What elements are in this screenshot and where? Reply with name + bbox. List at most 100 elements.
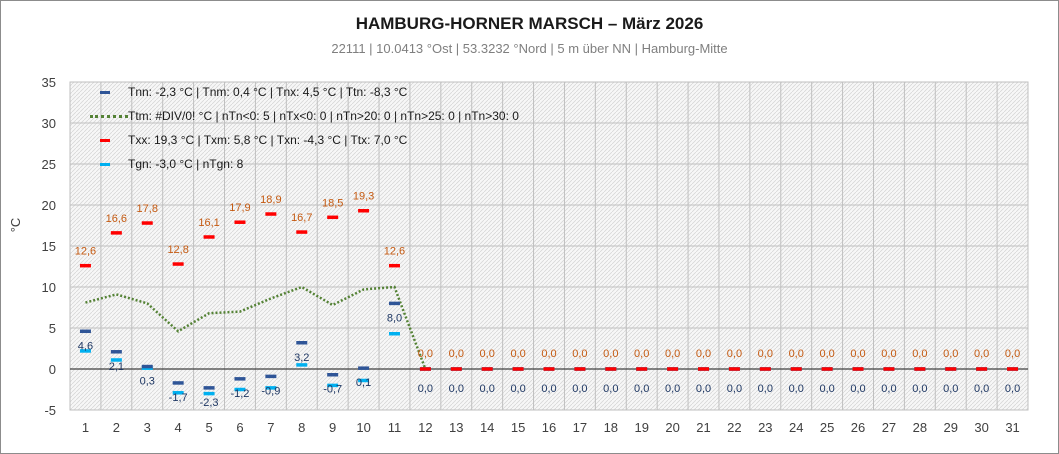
label-max: 0,0 — [449, 348, 464, 360]
y-tick-label: 25 — [42, 157, 56, 172]
label-min: 0,0 — [943, 383, 958, 395]
label-max: 0,0 — [819, 348, 834, 360]
legend-key-tg — [100, 163, 110, 166]
x-tick-label: 7 — [267, 420, 274, 435]
x-tick-label: 16 — [542, 420, 556, 435]
label-max: 0,0 — [572, 348, 587, 360]
x-tick-label: 31 — [1005, 420, 1019, 435]
label-max: 0,0 — [418, 348, 433, 360]
label-min: -0,7 — [323, 384, 342, 396]
label-min: 0,0 — [727, 383, 742, 395]
label-min: 0,0 — [881, 383, 896, 395]
x-tick-label: 10 — [356, 420, 370, 435]
legend-key-tm — [90, 115, 128, 118]
chart-title: HAMBURG-HORNER MARSCH – März 2026 — [355, 14, 704, 33]
x-tick-label: 19 — [634, 420, 648, 435]
label-max: 17,9 — [229, 202, 250, 214]
label-max: 0,0 — [480, 348, 495, 360]
y-axis: -5 0 5 10 15 20 25 30 35 — [42, 75, 56, 418]
legend-text-tx: Txx: 19,3 °C | Txm: 5,8 °C | Txn: -4,3 °… — [128, 133, 408, 147]
x-tick-label: 6 — [236, 420, 243, 435]
label-min: 2,1 — [109, 361, 124, 373]
label-max: 17,8 — [137, 203, 158, 215]
x-tick-label: 20 — [665, 420, 679, 435]
label-max: 0,0 — [665, 348, 680, 360]
label-max: 0,0 — [758, 348, 773, 360]
label-min: 0,3 — [140, 376, 155, 388]
label-min: 0,0 — [541, 383, 556, 395]
y-tick-label: 10 — [42, 280, 56, 295]
label-min: 3,2 — [294, 352, 309, 364]
label-min: 0,0 — [850, 383, 865, 395]
chart-subtitle: 22111 | 10.0413 °Ost | 53.3232 °Nord | 5… — [331, 41, 728, 56]
x-tick-label: 24 — [789, 420, 803, 435]
x-tick-label: 28 — [913, 420, 927, 435]
label-min: -2,3 — [200, 397, 219, 409]
data-marks — [79, 208, 1019, 396]
y-tick-label: 15 — [42, 239, 56, 254]
x-tick-label: 29 — [944, 420, 958, 435]
x-tick-label: 27 — [882, 420, 896, 435]
label-min: 0,0 — [572, 383, 587, 395]
label-max: 0,0 — [912, 348, 927, 360]
label-min: 0,0 — [418, 383, 433, 395]
x-tick-label: 22 — [727, 420, 741, 435]
label-max: 0,0 — [850, 348, 865, 360]
label-min: 0,0 — [696, 383, 711, 395]
label-min: 0,0 — [789, 383, 804, 395]
x-tick-label: 1 — [82, 420, 89, 435]
label-max: 0,0 — [943, 348, 958, 360]
x-tick-label: 13 — [449, 420, 463, 435]
x-tick-label: 3 — [144, 420, 151, 435]
legend-key-tn — [100, 91, 110, 94]
label-max: 18,5 — [322, 197, 343, 209]
legend-key-tx — [100, 139, 110, 142]
label-max: 0,0 — [696, 348, 711, 360]
label-max: 12,6 — [75, 246, 96, 258]
x-tick-label: 25 — [820, 420, 834, 435]
x-tick-label: 5 — [205, 420, 212, 435]
label-max: 0,0 — [881, 348, 896, 360]
x-tick-label: 30 — [974, 420, 988, 435]
label-max: 16,6 — [106, 213, 127, 225]
y-tick-label: 30 — [42, 116, 56, 131]
label-max: 0,0 — [510, 348, 525, 360]
x-tick-label: 15 — [511, 420, 525, 435]
label-min: 0,0 — [974, 383, 989, 395]
label-min: -1,2 — [230, 388, 249, 400]
label-min: 0,0 — [819, 383, 834, 395]
label-min: -1,7 — [169, 392, 188, 404]
y-tick-label: -5 — [44, 403, 56, 418]
label-max: 12,8 — [167, 244, 188, 256]
label-max: 0,0 — [789, 348, 804, 360]
label-min: 0,0 — [912, 383, 927, 395]
label-max: 0,0 — [603, 348, 618, 360]
label-min: 0,0 — [449, 383, 464, 395]
label-max: 0,0 — [1005, 348, 1020, 360]
label-max: 18,9 — [260, 194, 281, 206]
y-tick-label: 5 — [49, 321, 56, 336]
label-min: 8,0 — [387, 312, 402, 324]
label-min: 0,0 — [1005, 383, 1020, 395]
label-max: 0,0 — [634, 348, 649, 360]
x-tick-label: 4 — [175, 420, 182, 435]
label-min: 0,1 — [356, 377, 371, 389]
x-tick-label: 2 — [113, 420, 120, 435]
x-tick-label: 12 — [418, 420, 432, 435]
label-max: 12,6 — [384, 246, 405, 258]
x-tick-label: 26 — [851, 420, 865, 435]
label-max: 19,3 — [353, 191, 374, 203]
x-tick-label: 14 — [480, 420, 494, 435]
x-tick-label: 21 — [696, 420, 710, 435]
legend-text-tm: Ttm: #DIV/0! °C | nTn<0: 5 | nTx<0: 0 | … — [128, 109, 519, 123]
y-tick-label: 0 — [49, 362, 56, 377]
x-tick-label: 9 — [329, 420, 336, 435]
label-max: 0,0 — [727, 348, 742, 360]
label-min: 0,0 — [634, 383, 649, 395]
data-labels: 12,6 16,6 17,8 12,8 16,1 17,9 18,9 16,7 18,5 19,3… — [75, 191, 1020, 409]
x-tick-label: 17 — [573, 420, 587, 435]
label-min: -0,9 — [261, 385, 280, 397]
label-max: 0,0 — [974, 348, 989, 360]
series-line-ttm — [85, 285, 427, 370]
